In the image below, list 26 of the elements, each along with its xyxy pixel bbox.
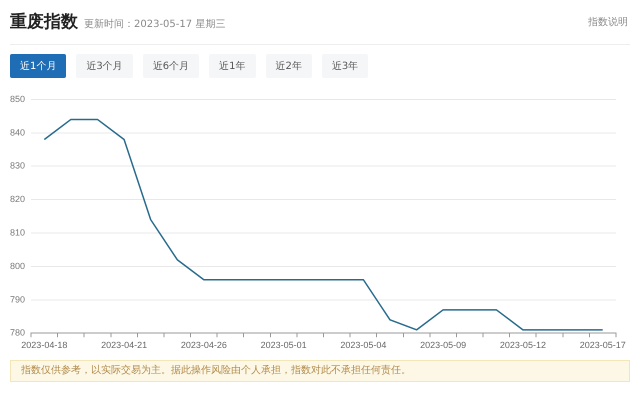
y-tick-label: 810 [10,227,26,238]
text: 近6个月 [142,54,200,78]
chart-title: 重废指数 [10,11,78,33]
x-tick-label: 2023-04-21 [101,340,148,350]
x-tick-label: 2023-04-18 [21,340,68,350]
y-tick-label: 790 [10,294,26,304]
y-tick-label: 830 [10,160,26,171]
x-tick-label: 2023-05-17 [580,340,626,350]
text: 近3个月 [76,54,133,78]
y-tick-label: 800 [10,260,26,271]
x-tick-label: 2023-05-04 [340,340,386,350]
chart-subtitle: 更新时间：2023-05-17 星期三 [84,18,226,31]
text: 近1个月 [10,54,66,78]
y-tick-label: 840 [10,127,26,138]
text: 近2年 [266,54,312,78]
text: 近3年 [322,54,368,78]
y-tick-label: 780 [10,328,26,338]
y-tick-label: 850 [10,94,26,104]
x-tick-label: 2023-05-12 [500,340,546,350]
text: 指数说明 [588,16,628,29]
x-tick-label: 2023-05-09 [420,340,466,350]
text: 指数仅供参考，以实际交易为主。据此操作风险由个人承担，指数对此不承担任何责任。 [10,360,630,382]
y-tick-label: 820 [10,194,26,204]
x-tick-label: 2023-04-26 [180,340,227,350]
text: 近1年 [209,54,256,78]
x-tick-label: 2023-05-01 [260,340,307,350]
